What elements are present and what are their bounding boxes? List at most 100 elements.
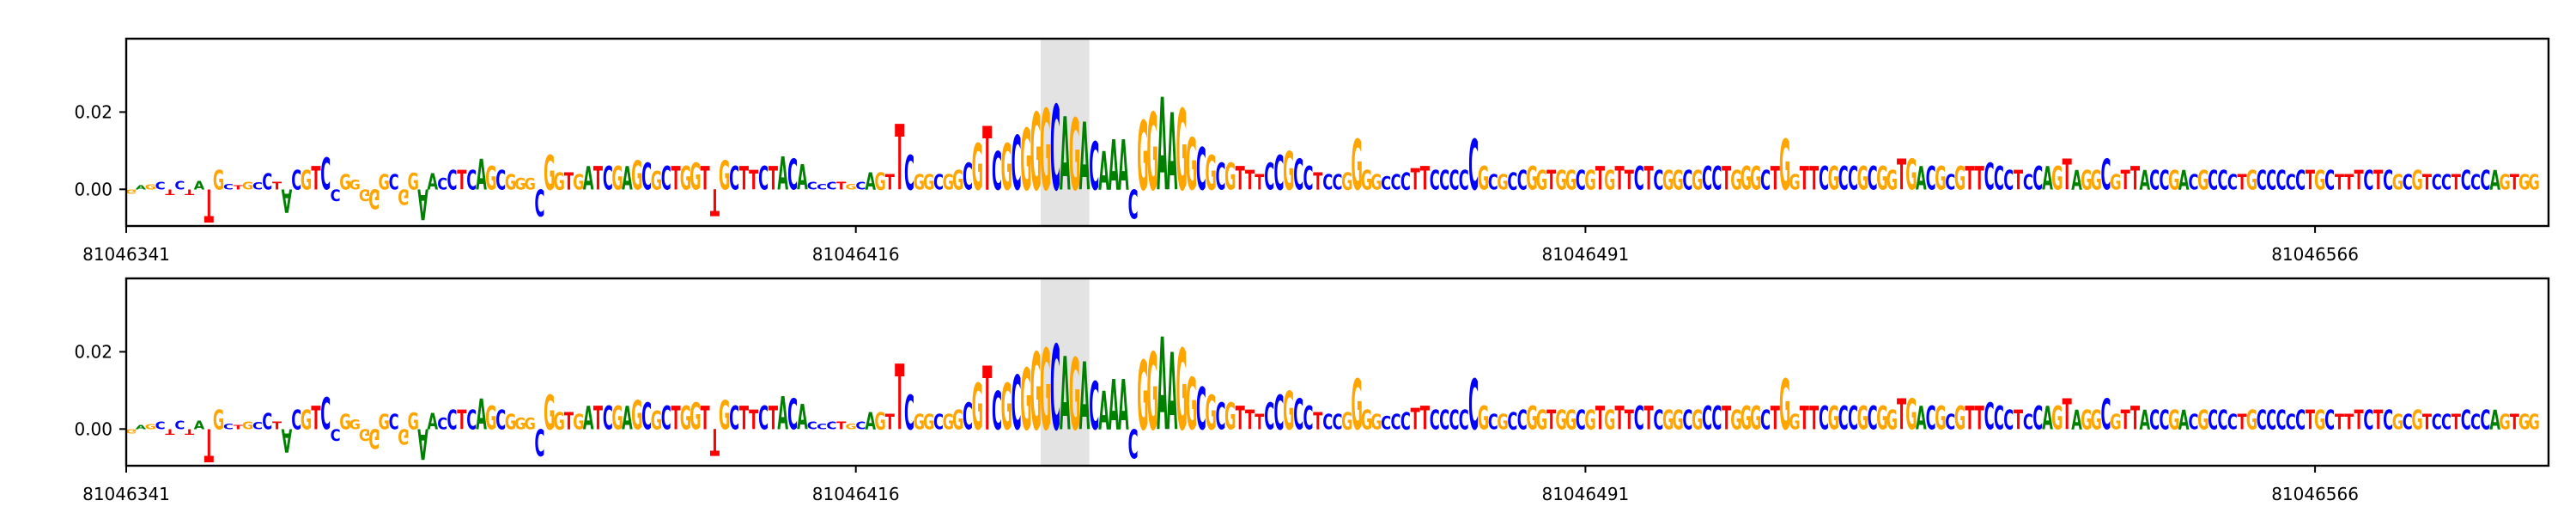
logo-letter-C: C (1089, 129, 1099, 206)
logo-letter-C: C (2023, 410, 2033, 434)
logo-letter-C: C (1196, 375, 1206, 443)
logo-letter-A: A (282, 181, 293, 219)
logo-letter-C: C (2208, 165, 2218, 196)
logo-letter-G: G (1604, 165, 1615, 196)
logo-letter-G: G (1001, 369, 1012, 444)
logo-letter-G: G (2246, 405, 2257, 436)
logo-letter-C: C (1390, 170, 1400, 194)
logo-letter-T: T (982, 349, 992, 451)
logo-letter-T: T (701, 399, 710, 437)
logo-letter-T: T (982, 109, 992, 211)
logo-letter-G: G (2081, 165, 2092, 196)
logo-letter-T: T (165, 427, 174, 436)
logo-letter-C: C (2383, 405, 2393, 436)
logo-letter-C: C (1400, 168, 1411, 196)
logo-letter-C: C (2403, 410, 2413, 434)
logo-letter-C: C (320, 388, 331, 439)
logo-letter-C: C (1653, 405, 1663, 436)
logo-letter-A: A (136, 184, 147, 191)
logo-letter-A: A (476, 390, 487, 440)
logo-letter-G: G (1224, 395, 1236, 438)
logo-letter-C: C (495, 165, 506, 196)
logo-letter-G: G (1692, 165, 1703, 196)
logo-letter-T: T (234, 423, 244, 430)
logo-letter-A: A (194, 419, 205, 432)
logo-letter-C: C (729, 399, 739, 437)
logo-letter-T: T (671, 159, 681, 197)
logo-letter-A: A (1916, 159, 1927, 197)
logo-letter-T: T (836, 420, 846, 432)
logo-letter-G: G (1828, 159, 1839, 197)
logo-letter-G: G (505, 410, 516, 434)
logo-letter-T: T (272, 420, 282, 432)
logo-letter-C: C (2266, 165, 2276, 196)
logo-letter-T: T (204, 178, 214, 230)
y-tick-label: 0.02 (74, 101, 112, 122)
logo-letter-C: C (2101, 150, 2111, 200)
logo-letter-C: C (1926, 159, 1936, 197)
logo-letter-C: C (1819, 159, 1829, 197)
logo-letter-G: G (1040, 86, 1051, 217)
logo-letter-A: A (797, 159, 808, 198)
logo-letter-C: C (2149, 405, 2160, 436)
logo-letter-T: T (1771, 399, 1780, 437)
logo-letter-G: G (972, 130, 983, 205)
logo-letter-G: G (125, 428, 137, 436)
logo-letter-C: C (1507, 408, 1517, 436)
logo-letter-A: A (797, 399, 808, 438)
logo-letter-T: T (2422, 170, 2433, 194)
logo-letter-T: T (1313, 168, 1322, 196)
logo-letter-T: T (1236, 399, 1245, 437)
logo-letter-C: C (1012, 120, 1022, 207)
logo-letter-G: G (1954, 399, 1965, 437)
logo-letter-T: T (564, 168, 574, 196)
logo-letter-G: G (1478, 159, 1489, 197)
logo-letter-G: G (690, 156, 701, 198)
logo-letter-T: T (1643, 159, 1653, 197)
logo-letter-C: C (2441, 410, 2451, 434)
logo-letter-C: C (1430, 165, 1440, 196)
logo-letter-C: C (252, 180, 263, 192)
logo-letter-C: C (2480, 405, 2490, 436)
logo-letter-A: A (428, 170, 439, 196)
logo-letter-G: G (1857, 399, 1868, 437)
logo-letter-T: T (1643, 399, 1653, 437)
logo-letter-G: G (368, 183, 380, 214)
logo-letter-C: C (320, 149, 331, 199)
logo-letter-G: G (213, 165, 224, 196)
logo-letter-G: G (1020, 350, 1031, 449)
logo-letter-C: C (1381, 172, 1391, 194)
logo-letter-C: C (495, 405, 506, 436)
x-tick-label: 81046416 (812, 484, 900, 504)
logo-letter-G: G (1341, 408, 1352, 436)
logo-letter-C: C (1439, 165, 1449, 196)
logo-letter-G: G (1536, 165, 1547, 196)
logo-letter-G: G (2168, 405, 2179, 436)
logo-letter-C: C (2208, 405, 2218, 436)
logo-letter-G: G (398, 184, 409, 208)
logo-letter-C: C (1488, 170, 1498, 194)
logo-letter-C: C (262, 170, 272, 196)
logo-letter-A: A (1118, 364, 1129, 445)
logo-letter-G: G (651, 166, 662, 196)
logo-letter-T: T (1809, 399, 1819, 437)
logo-letter-G: G (1750, 159, 1761, 197)
logo-letter-G: G (1905, 150, 1917, 200)
logo-letter-T: T (769, 399, 778, 437)
logo-letter-C: C (1576, 405, 1586, 436)
logo-letter-G: G (1069, 99, 1080, 213)
logo-letter-C: C (1449, 405, 1459, 436)
logo-letter-G: G (1351, 125, 1362, 205)
logo-letter-G: G (2392, 170, 2403, 194)
logo-letter-T: T (1420, 159, 1430, 197)
logo-letter-C: C (447, 165, 458, 196)
logo-letter-G: G (505, 170, 516, 194)
logo-letter-G: G (2197, 165, 2208, 196)
logo-letter-C: C (1653, 165, 1663, 196)
y-tick-label: 0.00 (74, 179, 112, 199)
logo-letter-C: C (787, 390, 798, 440)
logo-letter-A: A (1916, 399, 1927, 437)
logo-letter-G: G (2314, 405, 2325, 436)
logo-letter-C: C (2217, 165, 2227, 196)
